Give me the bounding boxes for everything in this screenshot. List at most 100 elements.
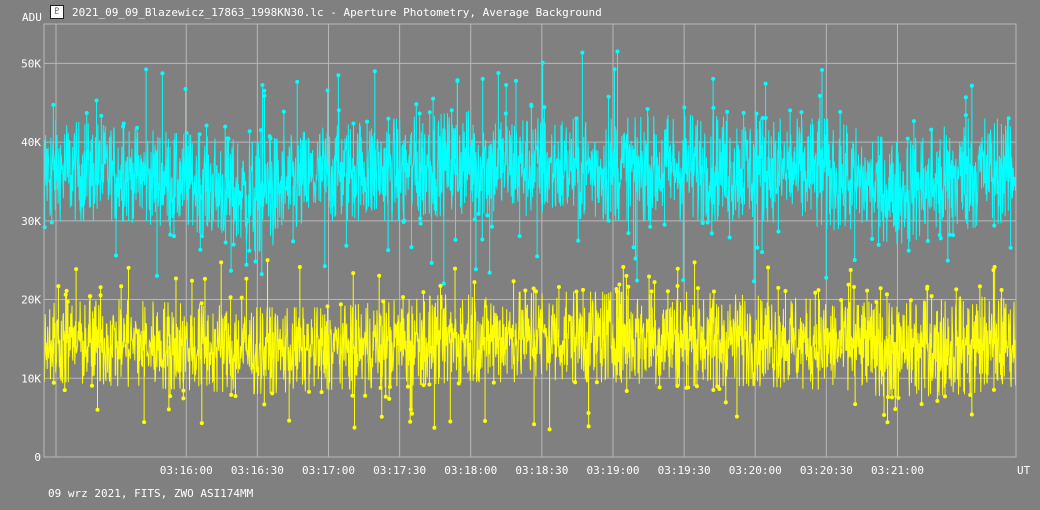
series-point xyxy=(925,238,930,243)
series-point xyxy=(64,288,69,293)
series-point xyxy=(531,286,536,291)
series-point xyxy=(453,237,458,242)
series-point xyxy=(968,392,973,397)
series-point xyxy=(49,220,54,225)
series-point xyxy=(532,422,537,427)
series-point xyxy=(265,258,270,263)
series-point xyxy=(95,407,100,412)
series-point xyxy=(229,268,234,273)
series-point xyxy=(992,223,997,228)
series-point xyxy=(665,289,670,294)
series-point xyxy=(645,106,650,111)
series-point xyxy=(74,267,79,272)
x-tick-label: 03:18:30 xyxy=(515,464,568,477)
series-point xyxy=(351,271,356,276)
series-1 xyxy=(43,258,1017,432)
series-point xyxy=(402,218,407,223)
series-point xyxy=(951,233,956,238)
series-point xyxy=(783,288,788,293)
series-point xyxy=(189,278,194,283)
series-point xyxy=(480,76,485,81)
series-point xyxy=(229,392,234,397)
series-point xyxy=(372,69,377,74)
series-point xyxy=(154,273,159,278)
series-point xyxy=(929,294,934,299)
series-point xyxy=(429,260,434,265)
series-point xyxy=(1008,245,1013,250)
series-point xyxy=(652,280,657,285)
series-point xyxy=(287,418,292,423)
series-point xyxy=(647,274,652,279)
y-tick-label: 10K xyxy=(21,372,41,385)
series-point xyxy=(485,213,490,218)
series-point xyxy=(259,272,264,277)
x-tick-label: 03:16:00 xyxy=(160,464,213,477)
series-point xyxy=(938,236,943,241)
series-point xyxy=(453,266,458,271)
series-point xyxy=(870,236,875,241)
series-point xyxy=(223,124,228,129)
series-point xyxy=(754,111,759,116)
series-point xyxy=(99,113,104,118)
series-point xyxy=(244,262,249,267)
series-point xyxy=(846,282,851,287)
series-point xyxy=(649,289,654,294)
series-point xyxy=(142,420,147,425)
series-point xyxy=(198,247,203,252)
y-tick-label: 50K xyxy=(21,57,41,70)
series-point xyxy=(556,284,561,289)
series-point xyxy=(381,299,386,304)
chart-grid xyxy=(44,24,1016,457)
series-point xyxy=(586,424,591,429)
series-point xyxy=(363,393,368,398)
series-point xyxy=(181,388,186,393)
series-point xyxy=(351,121,356,126)
series-point xyxy=(421,290,426,295)
series-point xyxy=(427,110,432,115)
series-point xyxy=(113,253,118,258)
series-point xyxy=(65,299,70,304)
series-point xyxy=(344,243,349,248)
series-point xyxy=(417,111,422,116)
series-point xyxy=(580,50,585,55)
series-point xyxy=(386,116,391,121)
series-point xyxy=(325,304,330,309)
series-point xyxy=(496,71,501,76)
series-point xyxy=(906,248,911,253)
series-point xyxy=(991,387,996,392)
series-point xyxy=(94,98,99,103)
series-point xyxy=(291,239,296,244)
lightcurve-app-icon: ♇ xyxy=(50,5,64,19)
series-point xyxy=(692,260,697,265)
series-point xyxy=(919,402,924,407)
series-point xyxy=(247,248,252,253)
series-point xyxy=(574,289,579,294)
series-point xyxy=(576,238,581,243)
series-point xyxy=(820,68,825,73)
series-point xyxy=(734,414,739,419)
series-point xyxy=(848,268,853,273)
x-tick-label: 03:17:00 xyxy=(302,464,355,477)
series-point xyxy=(199,234,204,239)
x-tick-label: 03:17:30 xyxy=(373,464,426,477)
series-point xyxy=(741,110,746,115)
series-point xyxy=(947,232,952,237)
y-tick-label: 0 xyxy=(34,451,41,464)
series-point xyxy=(752,279,757,284)
series-point xyxy=(228,295,233,300)
series-point xyxy=(581,287,586,292)
series-point xyxy=(262,88,267,93)
series-point xyxy=(295,79,300,84)
series-point xyxy=(542,105,547,110)
chart-series xyxy=(42,49,1017,432)
x-axis-label: UT xyxy=(1017,464,1031,477)
series-point xyxy=(594,380,599,385)
series-point xyxy=(421,383,426,388)
series-point xyxy=(121,121,126,126)
series-point xyxy=(270,391,275,396)
series-point xyxy=(352,425,357,430)
series-point xyxy=(684,385,689,390)
series-point xyxy=(760,250,765,255)
series-point xyxy=(977,284,982,289)
series-point xyxy=(408,419,413,424)
